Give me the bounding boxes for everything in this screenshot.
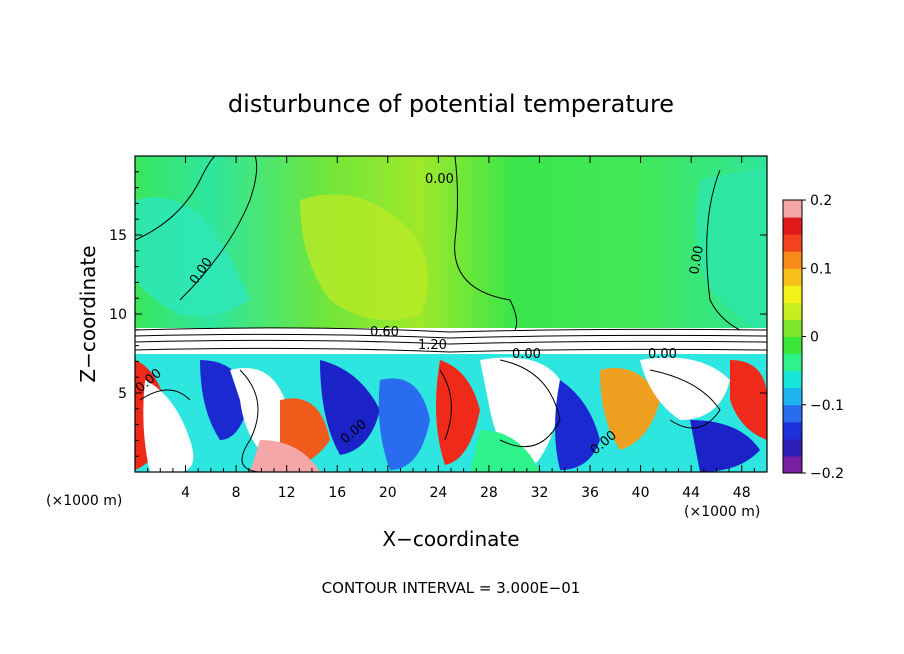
contour-label: 0.00 [425,172,454,187]
contour-interval: CONTOUR INTERVAL = 3.000E−01 [322,579,581,597]
plot-area [135,156,767,472]
colorbar-swatch [783,251,802,269]
colorbar-swatch [783,370,802,389]
x-tick-label: 20 [379,485,397,501]
contour-label: 0.00 [648,347,677,362]
x-tick-label: 36 [581,485,599,501]
y-tick-label: 15 [109,228,127,244]
chart-title: disturbunce of potential temperature [228,90,674,118]
colorbar-tick-label: −0.2 [810,466,844,482]
upper-right-cyan [696,170,767,330]
y-tick-label: 10 [109,307,127,323]
contour-label: 0.00 [687,245,707,276]
colorbar-tick-label: −0.1 [810,398,844,414]
x-tick-label: 28 [480,485,498,501]
contour-label: 0.60 [370,325,399,340]
contour-label: 0.00 [512,347,541,362]
x-axis-label: X−coordinate [382,527,519,551]
colorbar-tick-label: 0 [810,330,819,346]
colorbar-swatch [783,234,802,252]
colorbar-swatch [783,421,802,440]
colorbar-tick-label: 0.1 [810,261,832,277]
x-tick-label: 48 [733,485,751,501]
colorbar-swatch [783,268,802,286]
contour-label: 1.20 [418,338,447,353]
colorbar-swatch [783,455,802,474]
colorbar-swatch [783,438,802,457]
colorbar: 0.2 0.1 0 −0.1 −0.2 [783,193,844,482]
x-tick-label: 16 [328,485,346,501]
colorbar-swatch [783,200,802,218]
colorbar-swatch [783,353,802,372]
colorbar-tick-label: 0.2 [810,193,832,209]
colorbar-swatch [783,217,802,235]
x-unit-right: (×1000 m) [684,504,760,520]
colorbar-swatch [783,336,802,355]
upper-cyan-patch [135,197,250,316]
x-tick-label: 8 [232,485,241,501]
colorbar-swatch [783,285,802,303]
colorbar-swatch [783,387,802,406]
x-unit-left: (×1000 m) [46,493,122,509]
x-tick-label: 12 [278,485,296,501]
upper-yellow-patch [300,194,428,320]
x-tick-label: 40 [632,485,650,501]
y-axis-label: Z−coordinate [76,245,100,382]
y-tick-label: 5 [118,386,127,402]
x-axis: 4 8 12 16 20 24 28 32 36 40 44 48 [147,156,755,501]
x-tick-label: 4 [181,485,190,501]
colorbar-frame [782,199,803,474]
colorbar-swatch [783,319,802,337]
colorbar-swatch [783,302,802,320]
contour-lines [135,156,767,472]
x-tick-label: 24 [429,485,447,501]
y-axis: 5 10 15 [109,171,767,457]
x-tick-label: 44 [682,485,700,501]
colorbar-swatch [783,404,802,423]
x-tick-label: 32 [531,485,549,501]
